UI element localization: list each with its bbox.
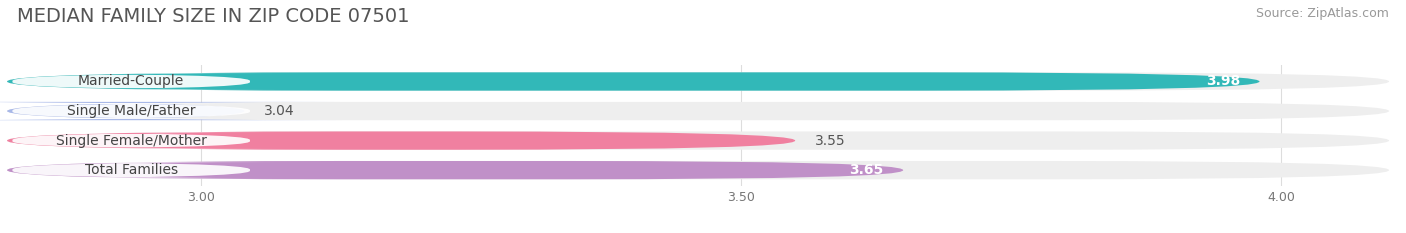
Text: Married-Couple: Married-Couple: [79, 75, 184, 89]
FancyBboxPatch shape: [7, 72, 1260, 91]
Text: 3.04: 3.04: [264, 104, 295, 118]
Text: Source: ZipAtlas.com: Source: ZipAtlas.com: [1256, 7, 1389, 20]
FancyBboxPatch shape: [0, 133, 280, 149]
FancyBboxPatch shape: [7, 161, 1389, 179]
Text: 3.55: 3.55: [814, 134, 845, 147]
Text: 3.65: 3.65: [849, 163, 884, 177]
Text: Single Male/Father: Single Male/Father: [67, 104, 195, 118]
FancyBboxPatch shape: [7, 102, 1389, 120]
FancyBboxPatch shape: [0, 74, 280, 89]
FancyBboxPatch shape: [0, 103, 280, 119]
FancyBboxPatch shape: [7, 161, 903, 179]
FancyBboxPatch shape: [7, 131, 1389, 150]
FancyBboxPatch shape: [7, 72, 1389, 91]
Text: Single Female/Mother: Single Female/Mother: [56, 134, 207, 147]
FancyBboxPatch shape: [0, 102, 342, 120]
FancyBboxPatch shape: [0, 162, 280, 178]
FancyBboxPatch shape: [7, 131, 796, 150]
Text: 3.98: 3.98: [1206, 75, 1240, 89]
Text: Total Families: Total Families: [84, 163, 177, 177]
Text: MEDIAN FAMILY SIZE IN ZIP CODE 07501: MEDIAN FAMILY SIZE IN ZIP CODE 07501: [17, 7, 409, 26]
